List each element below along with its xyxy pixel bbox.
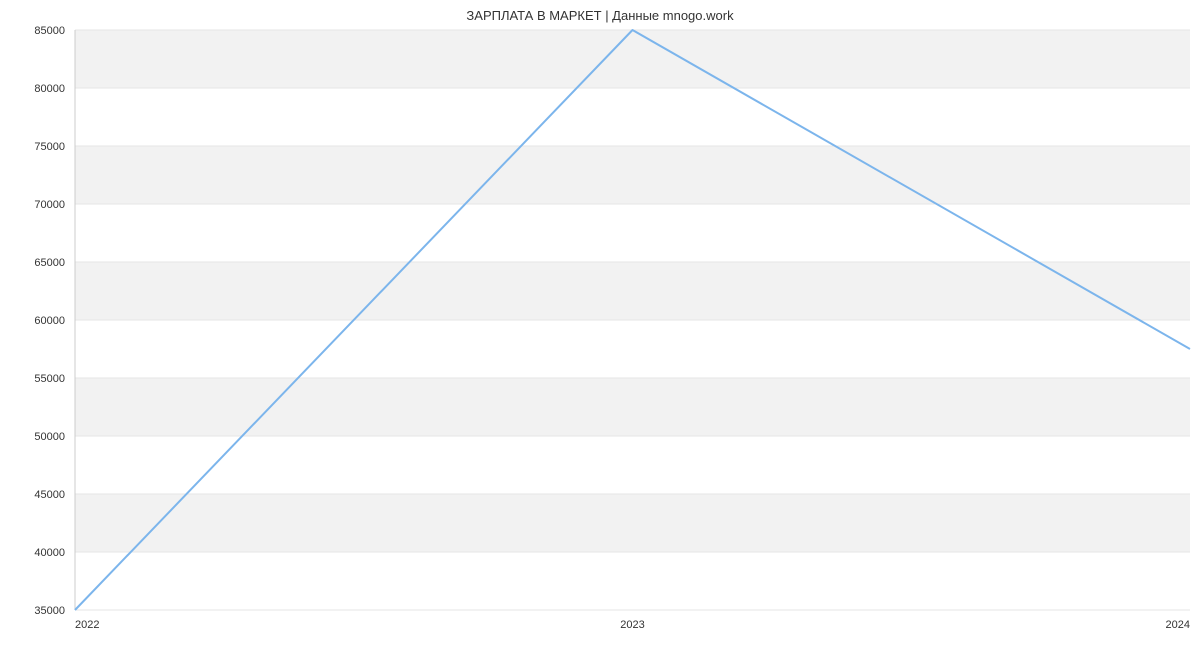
svg-text:40000: 40000 (34, 547, 65, 559)
svg-text:80000: 80000 (34, 83, 65, 95)
svg-text:65000: 65000 (34, 257, 65, 269)
svg-text:35000: 35000 (34, 605, 65, 617)
svg-text:70000: 70000 (34, 199, 65, 211)
svg-text:50000: 50000 (34, 431, 65, 443)
svg-text:2022: 2022 (75, 619, 99, 631)
svg-text:60000: 60000 (34, 315, 65, 327)
svg-text:55000: 55000 (34, 373, 65, 385)
svg-text:2023: 2023 (620, 619, 644, 631)
svg-text:45000: 45000 (34, 489, 65, 501)
chart-svg: 35000 40000 45000 50000 55000 60000 65000 70000… (0, 0, 1200, 650)
svg-text:75000: 75000 (34, 141, 65, 153)
chart-title: ЗАРПЛАТА В МАРКЕТ | Данные mnogo.work (0, 8, 1200, 23)
salary-line-chart: ЗАРПЛАТА В МАРКЕТ | Данные mnogo.work 35… (0, 0, 1200, 650)
svg-text:85000: 85000 (34, 25, 65, 37)
svg-text:2024: 2024 (1166, 619, 1190, 631)
